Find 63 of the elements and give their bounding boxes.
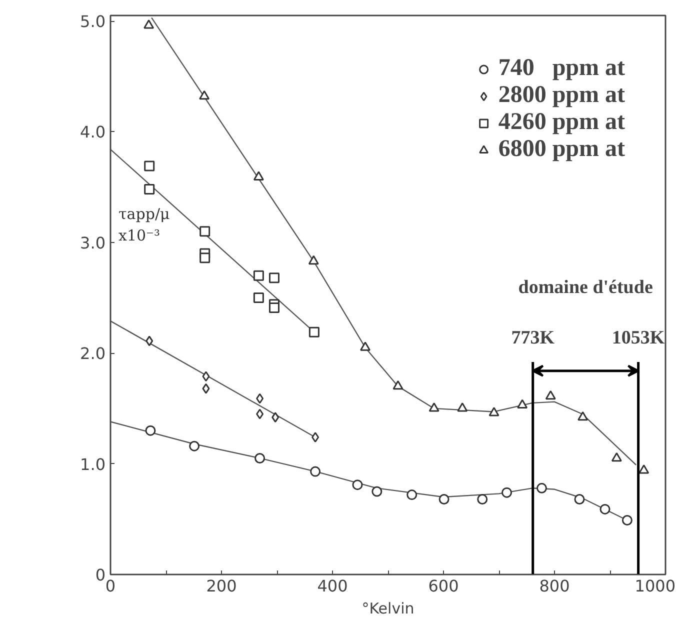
- point: [308, 326, 320, 338]
- point: [536, 482, 547, 494]
- point: [622, 515, 632, 526]
- annotation: domaine d'étude: [518, 276, 653, 298]
- point: [611, 452, 622, 462]
- y-tick-label: 5.0: [80, 12, 106, 32]
- y-axis-title: τapp/μ x10⁻³: [118, 204, 170, 244]
- point: [428, 402, 440, 412]
- point: [312, 432, 320, 442]
- point: [574, 494, 585, 504]
- point: [144, 20, 154, 29]
- point: [352, 480, 363, 490]
- point: [406, 490, 418, 500]
- point: [438, 494, 450, 504]
- point: [268, 302, 280, 313]
- x-tick-label: 400: [317, 576, 348, 596]
- point: [308, 255, 319, 265]
- point: [256, 393, 264, 404]
- legend-label: 6800 ppm at: [498, 136, 625, 163]
- point: [457, 402, 468, 412]
- point: [254, 453, 266, 464]
- point: [199, 90, 210, 100]
- x-tick-label: 1000: [634, 576, 676, 596]
- point: [253, 171, 264, 180]
- legend-label: 740 ppm at: [498, 55, 625, 82]
- point: [189, 440, 200, 452]
- point: [256, 408, 264, 420]
- y-tick-label: 1.0: [80, 454, 106, 474]
- point: [578, 411, 588, 421]
- y-tick-label: 2.0: [80, 344, 106, 364]
- point: [272, 412, 280, 423]
- point: [202, 383, 210, 394]
- point: [310, 466, 321, 477]
- point: [638, 464, 650, 474]
- point: [488, 406, 500, 416]
- legend-label: 4260 ppm at: [498, 109, 625, 136]
- x-axis-title: °Kelvin: [362, 600, 414, 618]
- ref-line-label: 773K: [511, 328, 555, 349]
- y-tick-label: 4.0: [80, 122, 106, 142]
- point: [477, 494, 488, 504]
- point: [144, 184, 155, 195]
- point: [600, 504, 610, 514]
- point: [145, 425, 156, 436]
- point: [202, 371, 210, 382]
- ref-line-label: 1053K: [612, 328, 665, 349]
- point: [144, 160, 155, 172]
- point: [200, 252, 210, 264]
- point: [517, 399, 528, 408]
- point: [253, 292, 264, 304]
- point: [372, 486, 382, 497]
- point: [200, 226, 210, 237]
- point: [545, 390, 556, 400]
- x-tick-label: 800: [539, 576, 570, 596]
- point: [392, 380, 404, 390]
- legend-label: 2800 ppm at: [498, 82, 625, 109]
- x-tick-label: 200: [206, 576, 237, 596]
- point: [502, 487, 512, 498]
- point: [253, 270, 264, 281]
- point: [360, 342, 370, 351]
- y-tick-label: 3.0: [80, 233, 106, 252]
- x-tick-label: 600: [428, 576, 459, 596]
- point: [146, 336, 154, 346]
- point: [268, 272, 280, 284]
